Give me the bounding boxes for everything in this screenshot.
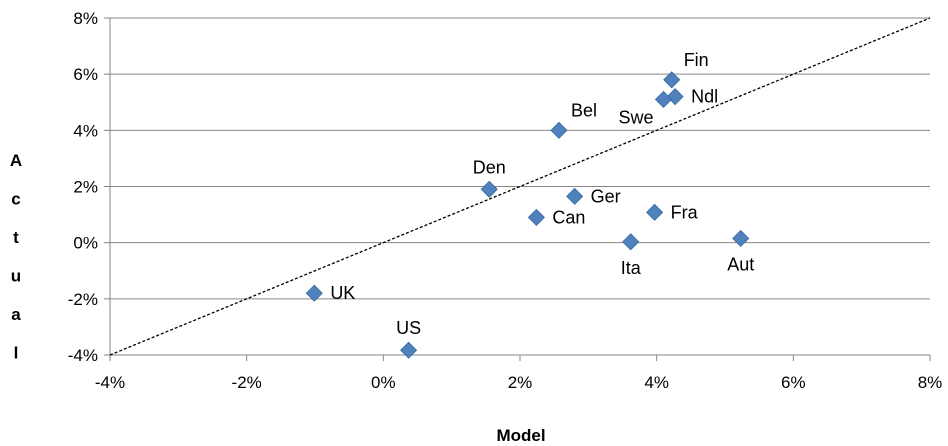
y-axis-label-char-5: l xyxy=(14,344,19,363)
point-ndl xyxy=(666,88,684,106)
reference-line-group xyxy=(109,17,931,356)
y-axis-label-char-4: a xyxy=(11,305,21,324)
point-label-uk: UK xyxy=(330,283,355,303)
axes xyxy=(104,17,931,361)
point-den xyxy=(480,180,498,198)
point-label-aut: Aut xyxy=(727,254,754,274)
y-axis-label-char-3: u xyxy=(11,267,21,286)
y-tick-label-2: 0% xyxy=(73,234,98,253)
reference-line xyxy=(109,17,931,356)
point-label-den: Den xyxy=(473,157,506,177)
point-label-swe: Swe xyxy=(618,107,653,127)
x-axis-label: Model xyxy=(496,426,545,445)
point-aut xyxy=(732,229,750,248)
point-us xyxy=(400,341,418,359)
point-label-bel: Bel xyxy=(571,100,597,120)
x-tick-labels: -4% -2% 0% 2% 4% 6% 8% xyxy=(95,373,942,392)
point-label-fra: Fra xyxy=(671,202,699,222)
x-tick-label-5: 6% xyxy=(781,373,806,392)
y-tick-labels: -4% -2% 0% 2% 4% 6% 8% xyxy=(68,9,98,365)
y-axis-label-char-0: A xyxy=(10,151,22,170)
x-tick-label-0: -4% xyxy=(95,373,125,392)
point-fra xyxy=(646,203,664,221)
y-tick-label-5: 6% xyxy=(73,65,98,84)
point-label-ndl: Ndl xyxy=(691,87,718,107)
y-tick-label-1: -2% xyxy=(68,290,98,309)
y-axis-label-char-1: c xyxy=(11,190,20,209)
y-tick-label-0: -4% xyxy=(68,346,98,365)
point-label-ita: Ita xyxy=(621,258,642,278)
point-ita xyxy=(622,233,640,251)
point-label-fin: Fin xyxy=(684,50,709,70)
y-axis-label-char-2: t xyxy=(13,228,19,247)
point-swe xyxy=(654,90,673,109)
point-label-can: Can xyxy=(552,207,585,227)
point-ger xyxy=(566,187,584,205)
point-can xyxy=(527,208,545,226)
x-tick-label-6: 8% xyxy=(918,373,943,392)
x-tick-label-1: -2% xyxy=(232,373,262,392)
x-tick-label-3: 2% xyxy=(508,373,533,392)
point-bel xyxy=(550,121,568,139)
x-tick-label-4: 4% xyxy=(644,373,669,392)
y-tick-label-4: 4% xyxy=(73,121,98,140)
point-uk xyxy=(305,284,323,302)
data-points xyxy=(305,71,750,359)
y-tick-label-3: 2% xyxy=(73,178,98,197)
point-label-ger: Ger xyxy=(591,186,621,206)
point-fin xyxy=(663,71,681,89)
point-labels: Fin Ndl Swe Bel Den Ger Can Fra Ita Aut UK US xyxy=(330,50,754,338)
y-axis-label: Act ua l xyxy=(10,151,22,363)
x-tick-label-2: 0% xyxy=(371,373,396,392)
y-tick-label-6: 8% xyxy=(73,9,98,28)
point-label-us: US xyxy=(396,318,421,338)
